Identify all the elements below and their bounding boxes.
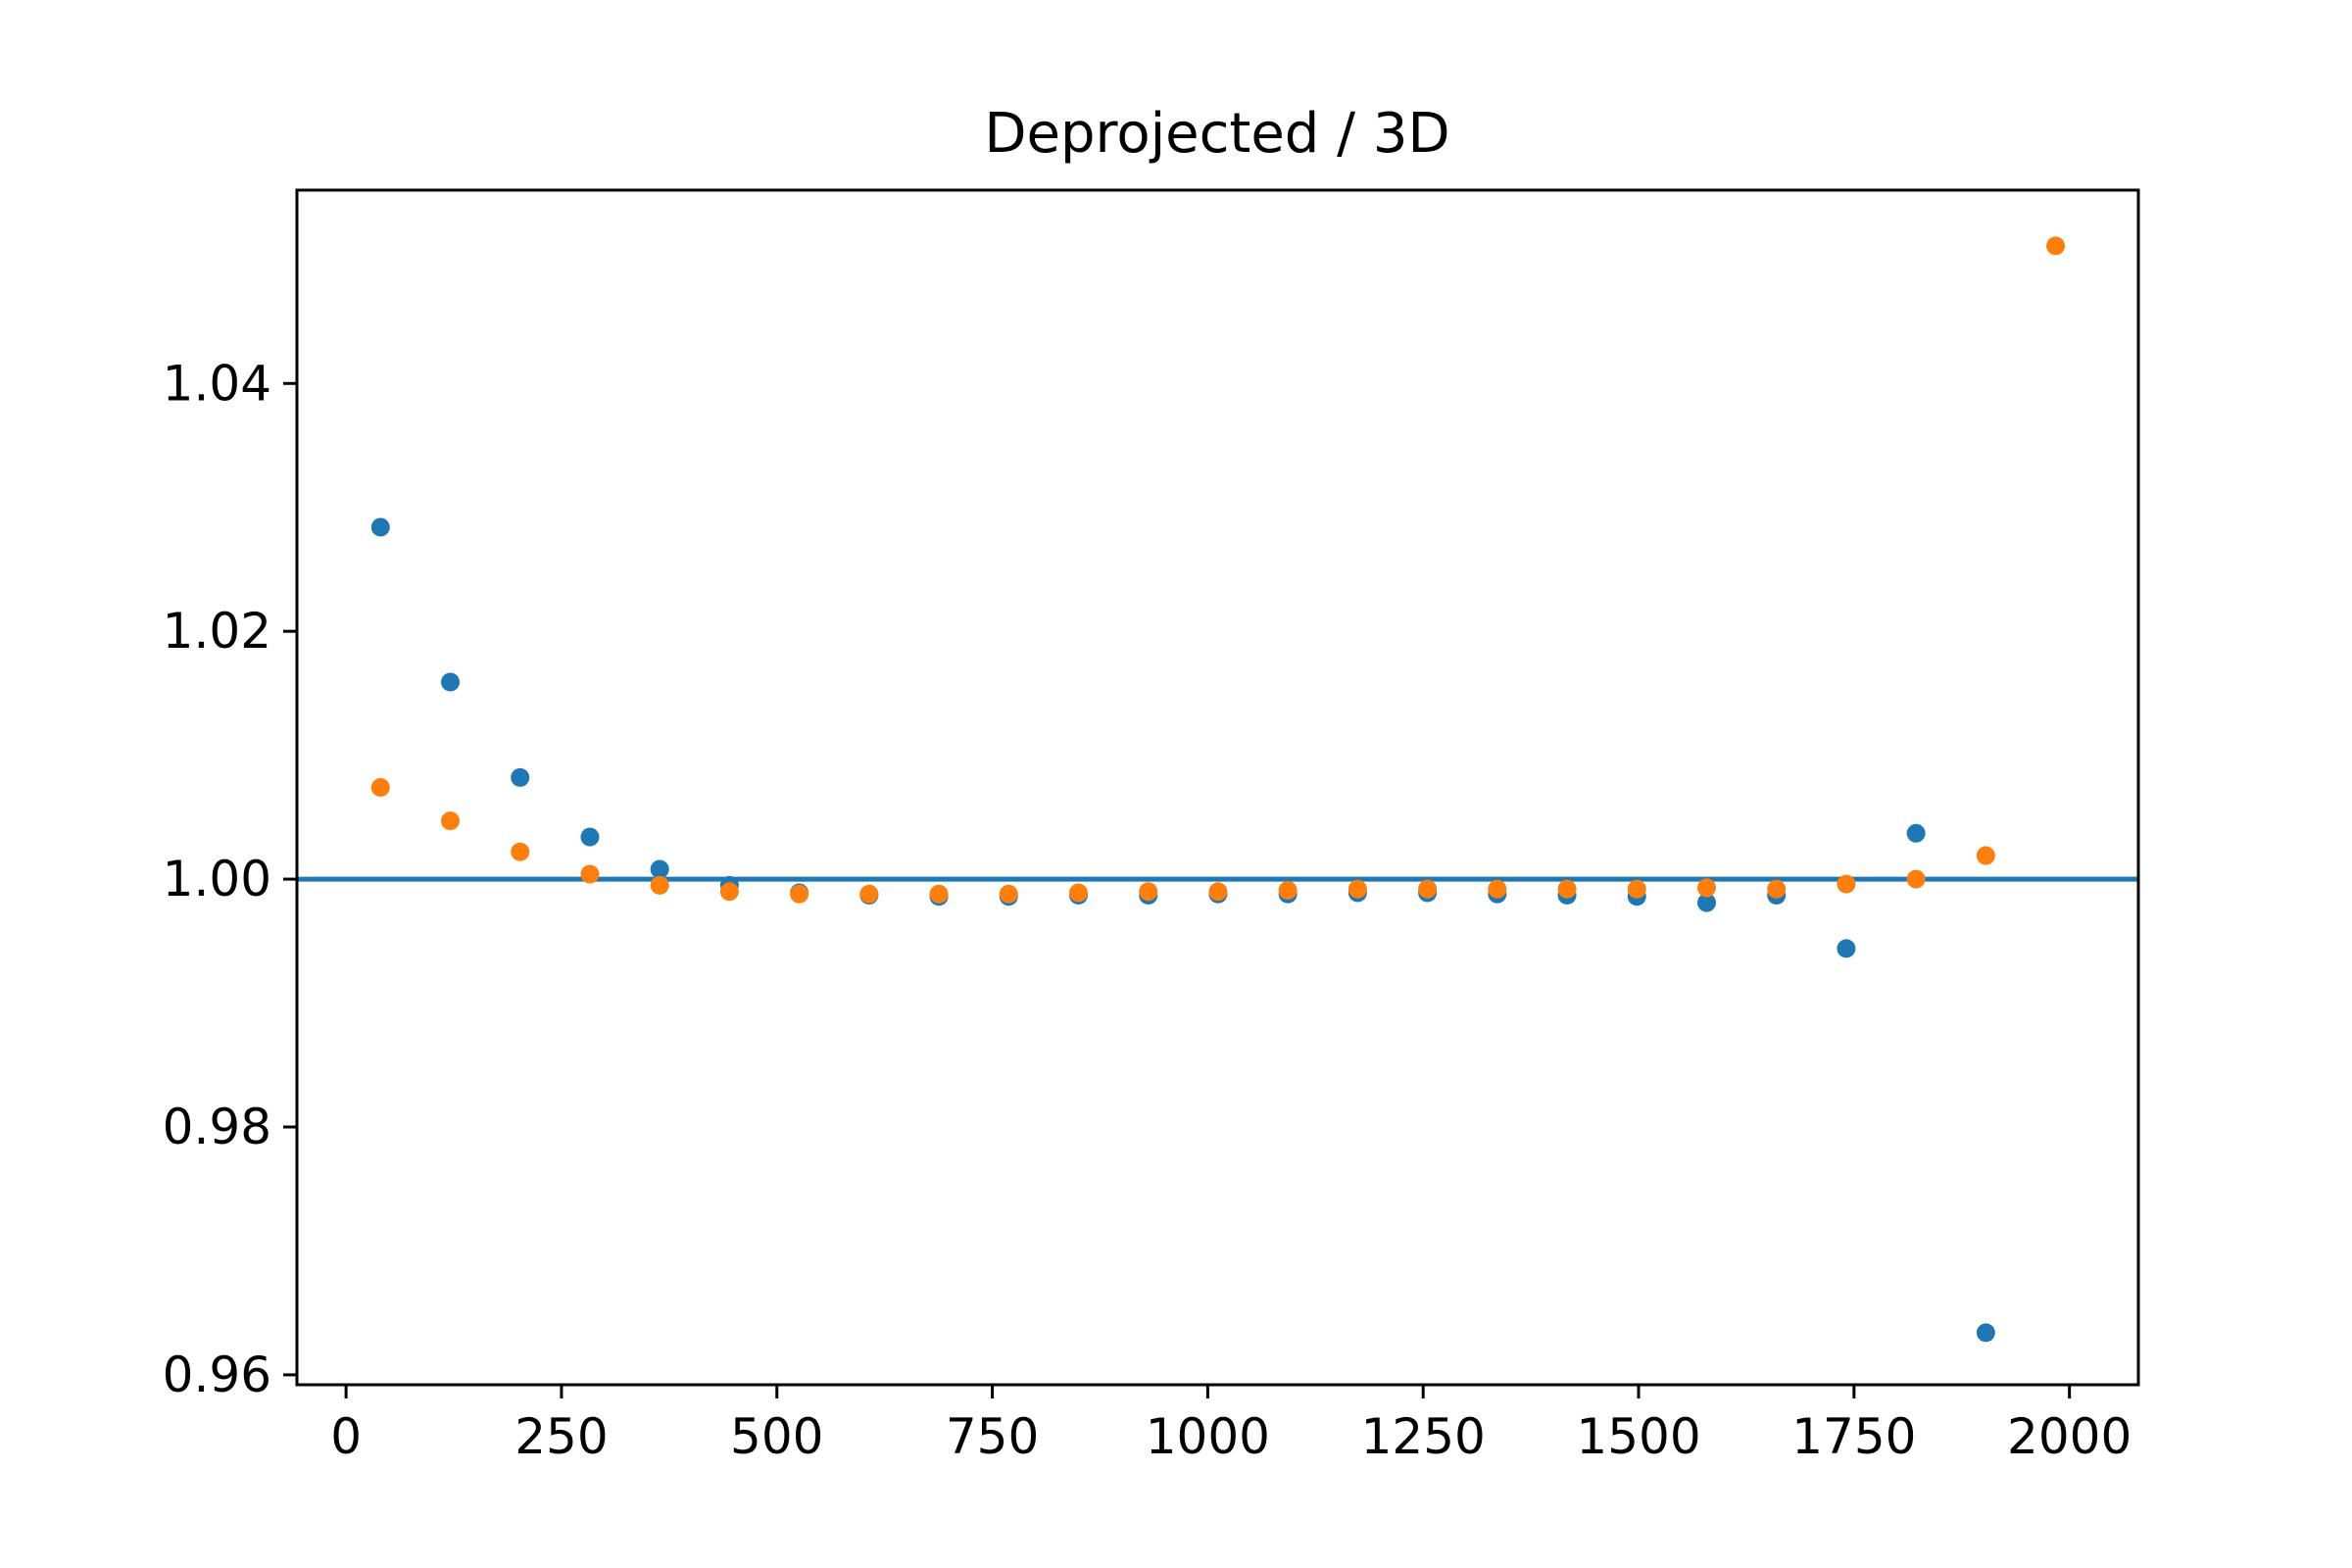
data-point (999, 884, 1018, 904)
data-point (1488, 879, 1507, 899)
data-point (1837, 939, 1856, 958)
data-point (441, 811, 461, 831)
y-tick-label: 1.00 (163, 851, 271, 907)
x-tick-label: 500 (730, 1408, 823, 1465)
data-point (1976, 846, 1995, 865)
data-point (580, 864, 600, 884)
y-tick-label: 0.98 (163, 1099, 271, 1155)
data-point (650, 859, 669, 879)
data-point (2046, 236, 2066, 256)
data-point (1767, 879, 1787, 899)
y-tick-label: 1.02 (163, 603, 271, 660)
data-point (580, 827, 600, 847)
x-tick-label: 2000 (2007, 1408, 2132, 1465)
data-point (1906, 869, 1926, 889)
data-point (650, 875, 669, 895)
data-point (790, 884, 809, 904)
data-point (1696, 878, 1716, 898)
x-tick-label: 250 (514, 1408, 608, 1465)
y-axis: 0.96 0.98 1.00 1.02 1.04 (163, 355, 297, 1403)
data-point (511, 767, 530, 787)
data-point (1837, 874, 1856, 894)
x-tick-label: 1750 (1791, 1408, 1916, 1465)
data-point (1068, 883, 1088, 903)
data-point (511, 842, 530, 861)
data-point (719, 882, 739, 902)
data-point (1557, 879, 1577, 899)
data-point (1696, 893, 1716, 912)
y-tick-label: 0.96 (163, 1347, 271, 1403)
series-1 (370, 517, 1995, 1343)
data-point (1139, 882, 1158, 902)
x-tick-label: 1000 (1146, 1408, 1270, 1465)
data-point (1348, 879, 1367, 899)
x-tick-label: 1500 (1576, 1408, 1700, 1465)
data-point (370, 778, 390, 797)
data-point (1208, 882, 1228, 902)
y-tick-label: 1.04 (163, 355, 271, 412)
plot-frame (295, 188, 2140, 1387)
x-tick-label: 750 (946, 1408, 1039, 1465)
data-point (1278, 880, 1298, 900)
x-axis: 0 250 500 750 1000 1250 1500 1750 2000 (330, 1385, 2132, 1465)
chart-title: Deprojected / 3D (984, 102, 1449, 166)
plot-area (297, 236, 2138, 1343)
data-point (929, 884, 949, 904)
x-tick-label: 0 (330, 1408, 362, 1465)
data-point (859, 884, 879, 904)
data-point (1976, 1323, 1995, 1343)
data-point (1906, 823, 1926, 843)
data-point (1627, 879, 1646, 899)
data-point (441, 672, 461, 692)
series-2 (370, 236, 2066, 904)
data-point (1418, 879, 1438, 899)
x-tick-label: 1250 (1361, 1408, 1486, 1465)
data-point (370, 517, 390, 537)
